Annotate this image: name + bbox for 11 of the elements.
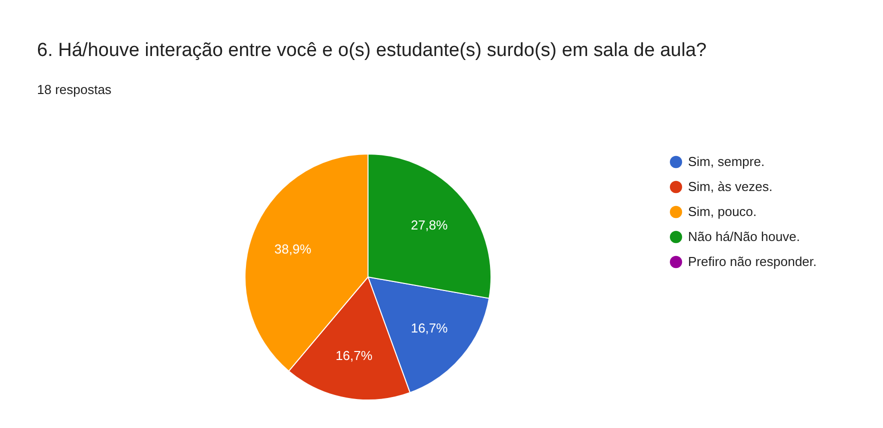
legend-label: Prefiro não responder. [688, 254, 817, 269]
data-label: 16,7% [336, 348, 373, 363]
data-label: 27,8% [410, 218, 448, 233]
legend-label: Sim, sempre. [688, 154, 765, 169]
data-label: 38,9% [274, 242, 312, 257]
text: 18 respostas [37, 82, 112, 97]
data-label: 16,7% [410, 320, 448, 336]
legend-label: Não há/Não houve. [688, 229, 800, 244]
legend-label: Sim, pouco. [688, 204, 757, 219]
chart-title: 6. Há/houve interação entre você e o(s) estudante(s) surdo(s) em sala de aula? [37, 40, 707, 61]
legend-label: Sim, às vezes. [688, 179, 773, 194]
